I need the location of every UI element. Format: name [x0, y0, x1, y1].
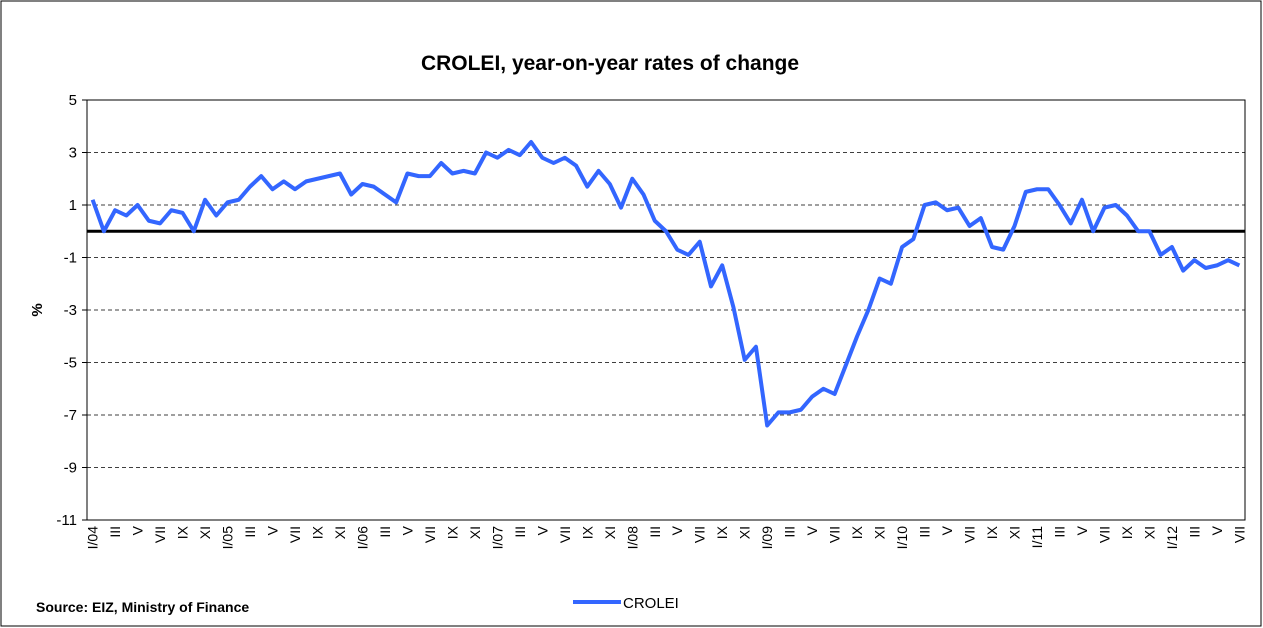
x-tick-label: V	[534, 525, 550, 535]
y-tick-label: -7	[64, 407, 77, 424]
x-tick-label: XI	[1141, 526, 1157, 539]
x-tick-label: IX	[1119, 525, 1135, 539]
x-tick-label: I/08	[624, 526, 640, 550]
x-tick-label: XI	[602, 526, 618, 539]
y-tick-label: -11	[56, 512, 77, 529]
x-tick-label: XI	[197, 526, 213, 539]
x-tick-label: VII	[827, 526, 843, 543]
x-tick-label: IX	[984, 525, 1000, 539]
y-tick-label: -5	[64, 355, 77, 372]
plot-area	[86, 99, 1246, 521]
x-tick-label: IX	[579, 525, 595, 539]
x-tick-label: V	[1209, 525, 1225, 535]
x-tick-label: IX	[175, 525, 191, 539]
x-tick-label: V	[939, 525, 955, 535]
x-tick-label: III	[512, 526, 528, 538]
x-tick-label: III	[782, 526, 798, 538]
x-tick-label: I/07	[489, 526, 505, 550]
x-tick-label: III	[242, 526, 258, 538]
y-tick-label: -1	[64, 250, 77, 267]
y-tick-label: -3	[64, 302, 77, 319]
x-tick-label: III	[107, 526, 123, 538]
x-tick-label: XI	[467, 526, 483, 539]
x-tick-label: XI	[332, 526, 348, 539]
x-tick-label: III	[1051, 526, 1067, 538]
y-tick-label: 1	[69, 197, 77, 214]
x-tick-label: I/04	[85, 526, 101, 550]
data-line	[90, 140, 1241, 428]
x-tick-label: I/06	[354, 526, 370, 550]
x-tick-label: VII	[557, 526, 573, 543]
x-tick-label: XI	[737, 526, 753, 539]
x-tick-label: V	[1074, 525, 1090, 535]
x-tick-label: I/11	[1029, 526, 1045, 549]
x-tick-label: V	[130, 525, 146, 535]
x-tick-label: VII	[962, 526, 978, 543]
source-note: Source: EIZ, Ministry of Finance	[36, 599, 249, 615]
x-tick-label: IX	[714, 525, 730, 539]
x-tick-label: III	[917, 526, 933, 538]
x-tick-label: XI	[1007, 526, 1023, 539]
x-tick-label: VII	[1231, 526, 1247, 543]
x-tick-label: IX	[309, 525, 325, 539]
x-tick-label: VII	[422, 526, 438, 543]
x-tick-label: III	[647, 526, 663, 538]
x-tick-label: V	[804, 525, 820, 535]
y-tick-label: 5	[69, 92, 77, 109]
x-tick-label: V	[265, 525, 281, 535]
x-tick-label: V	[669, 525, 685, 535]
x-tick-label: I/10	[894, 526, 910, 550]
x-tick-label: III	[1186, 526, 1202, 538]
x-tick-label: IX	[444, 525, 460, 539]
x-tick-label: I/12	[1164, 526, 1180, 550]
x-tick-label: VII	[1096, 526, 1112, 543]
legend-label: CROLEI	[623, 595, 679, 612]
x-tick-label: XI	[872, 526, 888, 539]
y-axis-label: %	[29, 303, 46, 316]
x-tick-label: III	[377, 526, 393, 538]
y-tick-label: -9	[64, 460, 77, 477]
x-tick-label: VII	[152, 526, 168, 543]
x-tick-label: I/05	[220, 526, 236, 550]
x-tick-label: VII	[287, 526, 303, 543]
x-tick-label: VII	[692, 526, 708, 543]
x-tick-label: I/09	[759, 526, 775, 550]
x-tick-label: IX	[849, 525, 865, 539]
y-tick-label: 3	[69, 145, 77, 162]
x-tick-label: V	[399, 525, 415, 535]
chart-title: CROLEI, year-on-year rates of change	[421, 52, 799, 75]
